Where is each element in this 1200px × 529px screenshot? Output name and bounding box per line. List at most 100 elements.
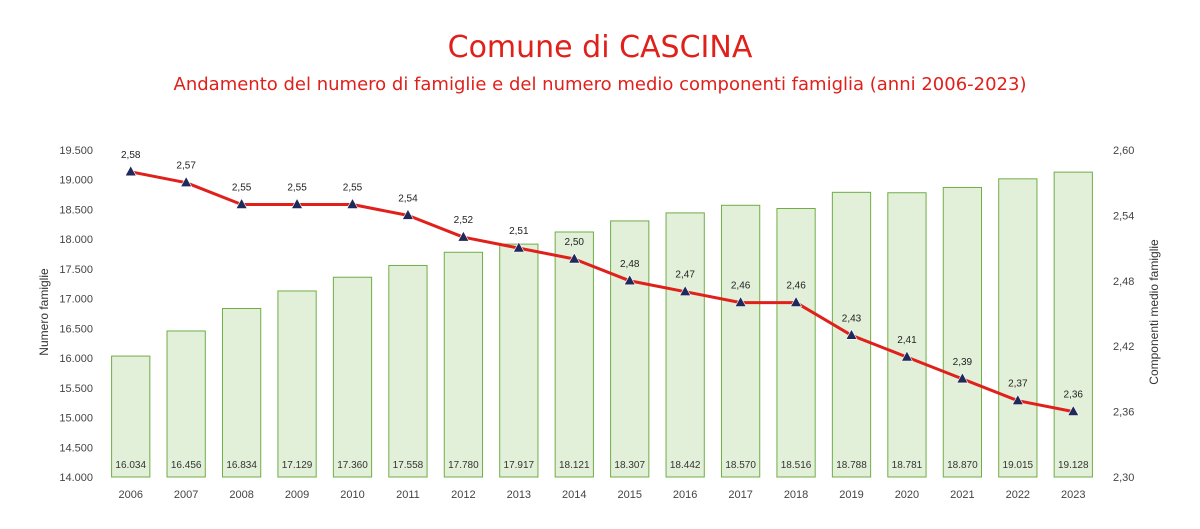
- bar-series: [111, 171, 1093, 478]
- x-axis-tick-label: 2007: [174, 489, 198, 501]
- line-value-label: 2,41: [897, 335, 917, 346]
- triangle-marker: [734, 295, 747, 307]
- bar-value-label: 17.129: [282, 460, 313, 471]
- x-axis-tick-label: 2011: [396, 489, 420, 501]
- bar: [111, 355, 151, 478]
- bar-data-labels: 16.034 16.456 16.834 17.129 17.360 17.558 17.7…: [115, 460, 1089, 471]
- line-value-label: 2,54: [398, 193, 418, 204]
- line-value-label: 2,55: [287, 183, 307, 194]
- bar-value-label: 17.780: [448, 460, 479, 471]
- left-axis-tick-label: 18.500: [59, 204, 93, 216]
- x-axis-tick-label: 2014: [562, 489, 586, 501]
- series-line: [130, 170, 1074, 414]
- triangle-marker: [956, 372, 969, 384]
- right-axis-tick-label: 2,42: [1113, 341, 1134, 353]
- right-axis-tick-label: 2,54: [1113, 210, 1134, 222]
- triangle-marker: [900, 350, 913, 362]
- x-axis-tick-label: 2009: [285, 489, 309, 501]
- triangle-marker: [291, 197, 304, 209]
- x-axis-tick-label: 2017: [728, 489, 752, 501]
- left-axis-tick-label: 15.000: [59, 413, 93, 425]
- bar: [277, 290, 317, 478]
- bar-value-label: 17.917: [504, 460, 535, 471]
- triangle-marker: [845, 328, 858, 340]
- line-value-label: 2,46: [731, 281, 751, 292]
- left-axis-ticks: 14.000 14.500 15.000 15.500 16.000 16.500 17.0…: [59, 145, 93, 484]
- bar-value-label: 18.570: [725, 460, 756, 471]
- bar: [388, 264, 428, 478]
- bar-value-label: 18.781: [892, 460, 923, 471]
- right-axis-tick-label: 2,30: [1113, 472, 1134, 484]
- right-axis-tick-label: 2,36: [1113, 407, 1134, 419]
- bar: [776, 208, 816, 478]
- bar: [221, 308, 262, 478]
- line-data-labels: 2,58 2,57 2,55 2,55 2,55 2,54 2,52 2,51 2,50 2,48…: [121, 150, 1083, 401]
- x-axis-tick-label: 2018: [784, 489, 808, 501]
- bar: [554, 231, 594, 478]
- triangle-marker: [457, 230, 470, 242]
- bar: [720, 204, 761, 478]
- right-axis-tick-label: 2,48: [1113, 276, 1134, 288]
- line-value-label: 2,48: [620, 259, 640, 270]
- left-axis-tick-label: 16.500: [59, 323, 93, 335]
- bar: [166, 330, 206, 478]
- right-axis-tick-label: 2,60: [1113, 145, 1134, 157]
- bar-value-label: 17.360: [337, 460, 368, 471]
- x-axis-tick-label: 2010: [340, 489, 364, 501]
- line-value-label: 2,55: [232, 183, 252, 194]
- left-axis-tick-label: 19.000: [59, 175, 93, 187]
- line-value-label: 2,37: [1008, 379, 1028, 390]
- bar-value-label: 18.870: [947, 460, 978, 471]
- triangle-marker: [679, 285, 692, 297]
- triangle-marker: [568, 252, 581, 264]
- triangle-marker: [124, 165, 137, 177]
- bar-value-label: 18.516: [781, 460, 812, 471]
- triangle-marker: [235, 197, 248, 209]
- left-axis-tick-label: 18.000: [59, 234, 93, 246]
- x-axis-ticks: 2006 2007 2008 2009 2010 2011 2012 2013 2014 2015…: [118, 489, 1085, 501]
- bar: [887, 192, 927, 478]
- bar: [942, 186, 983, 478]
- line-value-label: 2,55: [343, 183, 363, 194]
- x-axis-tick-label: 2016: [673, 489, 697, 501]
- line-value-label: 2,39: [953, 357, 973, 368]
- bar-value-label: 18.788: [836, 460, 867, 471]
- bar: [610, 220, 650, 478]
- x-axis-tick-label: 2008: [229, 489, 253, 501]
- left-axis-title: Numero famiglie: [37, 268, 51, 356]
- chart-subtitle: Andamento del numero di famiglie e del n…: [173, 74, 1027, 95]
- x-axis-tick-label: 2021: [950, 489, 974, 501]
- x-axis-tick-label: 2022: [1006, 489, 1030, 501]
- line-value-label: 2,43: [842, 313, 862, 324]
- bar: [332, 276, 373, 478]
- line-value-label: 2,57: [176, 161, 196, 172]
- right-axis-ticks: 2,30 2,36 2,42 2,48 2,54 2,60: [1113, 145, 1134, 484]
- triangle-marker: [512, 241, 525, 253]
- bar: [665, 212, 705, 478]
- left-axis-tick-label: 16.000: [59, 353, 93, 365]
- x-axis-tick-label: 2006: [118, 489, 142, 501]
- line-value-label: 2,51: [509, 226, 529, 237]
- line-value-label: 2,50: [565, 237, 585, 248]
- line-value-label: 2,47: [675, 270, 695, 281]
- bar: [443, 251, 484, 478]
- x-axis-tick-label: 2013: [507, 489, 531, 501]
- line-series: [124, 165, 1080, 416]
- bar-value-label: 19.015: [1003, 460, 1034, 471]
- bar-value-label: 16.034: [115, 460, 146, 471]
- line-value-label: 2,58: [121, 150, 141, 161]
- triangle-marker: [623, 274, 636, 286]
- bar-value-label: 18.121: [559, 460, 590, 471]
- line-value-label: 2,46: [786, 281, 806, 292]
- x-axis-tick-label: 2019: [839, 489, 863, 501]
- left-axis-tick-label: 14.500: [59, 442, 93, 454]
- bar: [831, 191, 872, 478]
- bar-value-label: 19.128: [1058, 460, 1089, 471]
- triangle-marker: [180, 176, 193, 187]
- x-axis-tick-label: 2012: [451, 489, 475, 501]
- bar: [1053, 171, 1093, 478]
- line-value-label: 2,52: [454, 215, 474, 226]
- x-axis-tick-label: 2020: [895, 489, 919, 501]
- triangle-marker: [346, 197, 359, 209]
